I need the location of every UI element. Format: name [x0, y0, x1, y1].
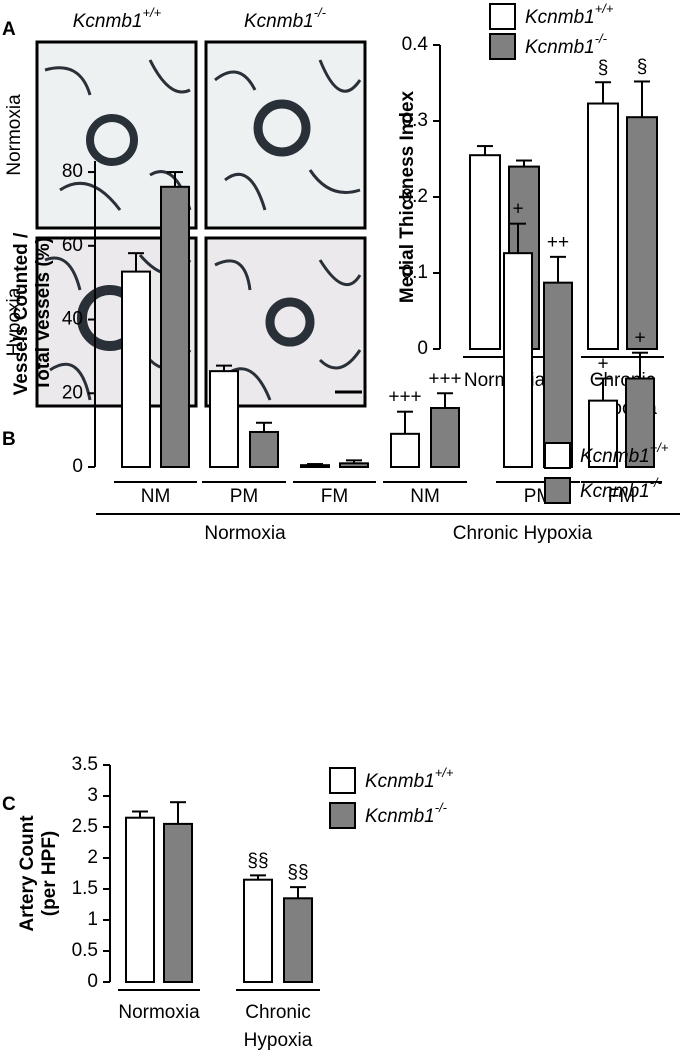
y-tick-label: 1.5: [72, 878, 98, 899]
significance-marker: +++: [428, 368, 461, 389]
y-tick-label: 0.1: [402, 262, 428, 283]
bar: [209, 370, 239, 469]
y-tick-label: 20: [62, 382, 83, 403]
y-axis-label: Medial Thickness Index: [397, 90, 418, 303]
bar: [430, 407, 460, 469]
panel-label: C: [2, 794, 16, 815]
y-tick-label: 2: [87, 847, 98, 868]
legend-label: Kcnmb1-/-: [525, 31, 608, 58]
tissue: [44, 59, 362, 401]
y-axis-label: Artery Count: [17, 815, 38, 932]
y-tick-label: 80: [62, 161, 83, 182]
significance-marker: ++: [547, 232, 569, 253]
bar: [160, 185, 190, 469]
y-tick-label: 0: [87, 971, 98, 992]
x-tick-label: Chronic Hypoxia: [244, 1002, 313, 1051]
legend-label: Kcnmb1-/-: [580, 475, 663, 502]
bar: [503, 252, 533, 468]
significance-marker: +: [597, 354, 608, 375]
y-tick-label: 2.5: [72, 816, 98, 837]
bar: [339, 462, 369, 469]
group-label: Normoxia: [204, 523, 286, 544]
significance-marker: §§: [287, 862, 308, 883]
column-label: Kcnmb1-/-: [244, 5, 327, 32]
legend-label: Kcnmb1-/-: [365, 800, 448, 827]
x-tick-label: NM: [141, 486, 171, 507]
legend-swatch: [489, 33, 516, 60]
bar: [249, 430, 279, 468]
significance-marker: §: [637, 56, 648, 77]
x-tick-label: Normoxia: [118, 1002, 200, 1023]
significance-marker: §: [598, 57, 609, 78]
x-tick-label: PM: [230, 486, 259, 507]
micrograph: [204, 40, 367, 230]
legend-swatch: [489, 3, 516, 30]
legend-swatch: [544, 442, 571, 469]
bar: [543, 281, 573, 469]
legend-swatch: [329, 767, 356, 794]
y-tick-label: 0: [72, 456, 83, 477]
bar: [626, 116, 658, 350]
group-label: Chronic Hypoxia: [453, 523, 593, 544]
x-tick-label: NM: [410, 486, 440, 507]
bar: [390, 432, 420, 468]
y-tick-label: 0.5: [72, 940, 98, 961]
bar: [283, 897, 313, 983]
y-axis-label: Total Vessels (%): [33, 237, 54, 391]
panel-label: B: [2, 429, 16, 450]
significance-marker: +++: [388, 387, 421, 408]
bar: [163, 822, 193, 984]
y-tick-label: 0: [417, 338, 428, 359]
bar: [300, 464, 330, 468]
y-tick-label: 60: [62, 235, 83, 256]
significance-marker: +: [634, 328, 645, 349]
legend-label: Kcnmb1+/+: [580, 440, 669, 467]
bar: [243, 878, 273, 984]
y-tick-label: 40: [62, 309, 83, 330]
x-tick-label: FM: [608, 486, 635, 507]
significance-marker: §§: [247, 850, 268, 871]
y-tick-label: 3: [87, 785, 98, 806]
legend-swatch: [329, 802, 356, 829]
y-axis-sublabel: (per HPF): [39, 831, 60, 917]
panel-label: A: [2, 19, 16, 40]
y-tick-label: 0.3: [402, 110, 428, 131]
row-label: Hypoxia: [4, 287, 25, 356]
column-label: Kcnmb1+/+: [73, 5, 162, 32]
y-tick-label: 3.5: [72, 754, 98, 775]
y-tick-label: 0.4: [402, 34, 429, 55]
legend-swatch: [544, 477, 571, 504]
bar: [625, 377, 655, 468]
legend-label: Kcnmb1+/+: [525, 1, 614, 28]
row-label: Normoxia: [4, 94, 25, 176]
significance-marker: +: [512, 199, 523, 220]
bar: [121, 270, 151, 468]
bar: [588, 399, 618, 468]
y-tick-label: 0.2: [402, 186, 428, 207]
bar: [587, 102, 619, 350]
bar: [469, 154, 501, 350]
x-tick-label: FM: [321, 486, 348, 507]
bar: [125, 816, 155, 984]
legend-label: Kcnmb1+/+: [365, 765, 454, 792]
y-tick-label: 1: [87, 909, 98, 930]
y-axis-label: Vessels Counted /: [11, 232, 32, 395]
